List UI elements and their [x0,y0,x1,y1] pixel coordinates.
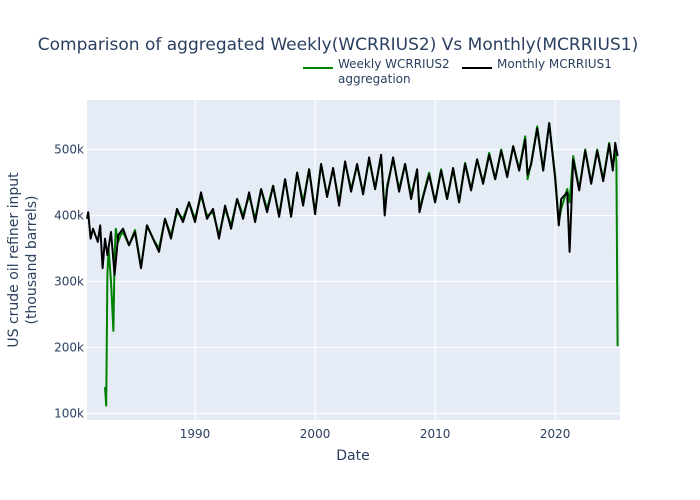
y-tick-label: 100k [54,406,84,420]
legend-label-weekly-line1: Weekly WCRRIUS2 [338,57,450,71]
legend-label-monthly: Monthly MCRRIUS1 [497,57,612,71]
x-tick-label: 2000 [300,427,331,441]
y-tick-label: 400k [54,208,84,222]
grid [87,100,620,420]
x-tick-label: 1990 [180,427,211,441]
legend-item-monthly[interactable]: Monthly MCRRIUS1 [462,57,612,71]
plot-area [87,100,620,420]
x-tick-label: 2010 [420,427,451,441]
x-axis-ticks: 1990 2000 2010 2020 [180,427,571,441]
y-axis-title-line1: US crude oil refiner input [6,172,22,348]
y-tick-label: 200k [54,340,84,354]
x-tick-label: 2020 [540,427,571,441]
legend[interactable]: Weekly WCRRIUS2 aggregation Monthly MCRR… [303,57,612,86]
x-axis-title: Date [336,448,369,464]
series-line-monthly [86,122,619,276]
legend-label-weekly-line2: aggregation [338,72,411,86]
y-axis-ticks: 100k 200k 300k 400k 500k [54,142,84,420]
chart-title: Comparison of aggregated Weekly(WCRRIUS2… [38,35,638,55]
y-axis-title-line2: (thousand barrels) [24,195,40,324]
series-lines [86,122,619,407]
legend-item-weekly[interactable]: Weekly WCRRIUS2 aggregation [303,57,450,86]
y-tick-label: 500k [54,142,84,156]
y-tick-label: 300k [54,274,84,288]
